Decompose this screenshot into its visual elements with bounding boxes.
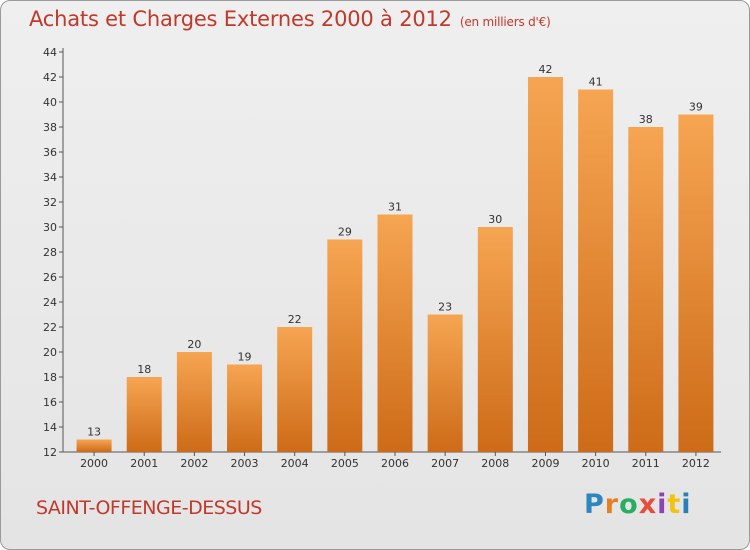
x-tick-label: 2006 [381, 457, 409, 470]
bar [176, 352, 212, 452]
x-tick-label: 2010 [582, 457, 610, 470]
bar [477, 227, 513, 452]
bar-value-label: 23 [438, 301, 452, 314]
bar [76, 439, 112, 452]
chart-unit: (en milliers d'€) [459, 15, 551, 29]
bar [678, 114, 714, 452]
x-tick-label: 2008 [481, 457, 509, 470]
bar [427, 314, 463, 452]
bar-value-label: 20 [187, 338, 201, 351]
bar-value-label: 13 [87, 426, 101, 439]
bar [227, 364, 263, 452]
y-tick-label: 18 [43, 371, 57, 384]
chart-title: Achats et Charges Externes 2000 à 2012 (e… [29, 7, 551, 31]
logo-letter: i [681, 489, 692, 520]
x-tick-label: 2003 [231, 457, 259, 470]
y-tick-label: 12 [43, 446, 57, 459]
x-tick-label: 2012 [682, 457, 710, 470]
logo-letter: r [604, 489, 620, 520]
x-tick-label: 2004 [281, 457, 309, 470]
logo-letter: i [657, 489, 668, 520]
bar [126, 377, 162, 452]
x-tick-label: 2009 [531, 457, 559, 470]
y-tick-label: 32 [43, 196, 57, 209]
bar-value-label: 19 [238, 351, 252, 364]
y-tick-label: 42 [43, 71, 57, 84]
y-tick-label: 38 [43, 121, 57, 134]
x-tick-label: 2002 [180, 457, 208, 470]
bar-value-label: 39 [689, 101, 703, 114]
bar [628, 127, 664, 452]
proxiti-logo: Proxiti [584, 489, 692, 520]
y-tick-label: 14 [43, 421, 57, 434]
bar-value-label: 18 [137, 363, 151, 376]
bar-value-label: 42 [538, 63, 552, 76]
bar-value-label: 30 [488, 213, 502, 226]
y-tick-label: 28 [43, 246, 57, 259]
logo-letter: x [638, 489, 658, 520]
y-tick-label: 24 [43, 296, 57, 309]
x-tick-label: 2000 [80, 457, 108, 470]
bar-value-label: 41 [589, 76, 603, 89]
y-tick-label: 36 [43, 146, 57, 159]
bar [527, 77, 563, 452]
logo-letter: t [667, 489, 682, 520]
y-tick-label: 16 [43, 396, 57, 409]
x-tick-label: 2011 [632, 457, 660, 470]
bar-value-label: 22 [288, 313, 302, 326]
bar-value-label: 31 [388, 201, 402, 214]
y-tick-label: 40 [43, 96, 57, 109]
bar [377, 214, 413, 452]
y-tick-label: 22 [43, 321, 57, 334]
bar [578, 89, 614, 452]
y-tick-label: 44 [43, 46, 57, 59]
logo-letter: P [584, 489, 605, 520]
place-name: SAINT-OFFENGE-DESSUS [36, 497, 262, 519]
x-tick-label: 2005 [331, 457, 359, 470]
x-tick-label: 2007 [431, 457, 459, 470]
y-tick-label: 20 [43, 346, 57, 359]
chart-title-text: Achats et Charges Externes 2000 à 2012 [29, 7, 452, 31]
bar [277, 327, 313, 452]
bar [327, 239, 363, 452]
bar-value-label: 29 [338, 226, 352, 239]
logo-letter: o [619, 489, 639, 520]
y-tick-label: 34 [43, 171, 57, 184]
bar-value-label: 38 [639, 113, 653, 126]
y-tick-label: 30 [43, 221, 57, 234]
x-tick-label: 2001 [130, 457, 158, 470]
y-tick-label: 26 [43, 271, 57, 284]
